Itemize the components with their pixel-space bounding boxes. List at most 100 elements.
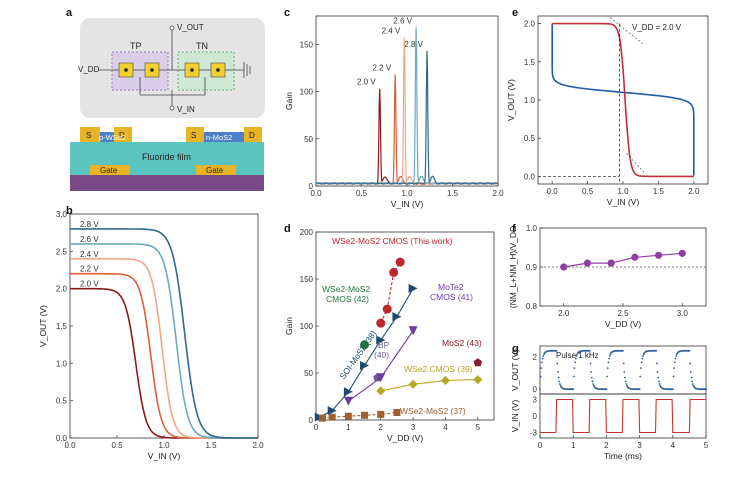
b-ytick-label: 3.0 <box>56 210 68 219</box>
f-point <box>678 249 686 257</box>
e-ytick-label: 1.0 <box>524 96 536 105</box>
e-ytick-label: 0.5 <box>524 134 536 143</box>
chart-f-noise-margin: 2.0 2.5 3.0 0.8 0.9 1.0 V_DD (V) (NM_L+NM_H)/V_… <box>508 224 707 329</box>
d-xlabel: V_DD (V) <box>387 433 424 443</box>
drain-contact-2 <box>244 127 262 142</box>
vout-label: V_OUT <box>177 23 204 32</box>
d-point <box>440 376 450 386</box>
c-xtick-label: 2.0 <box>492 189 504 198</box>
g-ylabel-top: V_OUT (V) <box>510 349 520 391</box>
p-wse2-text: p-WSe2 <box>99 133 126 142</box>
g-xlabel: Time (ms) <box>604 451 642 461</box>
d-label-42a: WSe2-MoS2 <box>322 284 370 294</box>
f-ytick-label: 0.9 <box>526 263 538 272</box>
d-point <box>395 257 405 267</box>
d-point <box>382 304 392 314</box>
d-xtick-label: 3 <box>411 423 416 432</box>
d-label-bp-b: (40) <box>374 350 389 360</box>
g-ytick-top-label: 2 <box>533 353 538 362</box>
d-point <box>376 318 386 328</box>
d-axes-frame <box>315 231 495 421</box>
gate1-text: Gate <box>100 166 118 175</box>
panel-label-c: c <box>284 7 290 19</box>
s2-text: S <box>191 131 196 140</box>
e-tangent-top <box>610 17 645 46</box>
d-point <box>318 414 326 422</box>
e-annotation: V_DD = 2.0 V <box>632 23 682 32</box>
f-point <box>631 253 639 261</box>
p-wse2-channel <box>100 132 124 142</box>
e-xtick-label: 1.5 <box>653 187 665 196</box>
f-series-line <box>563 252 683 268</box>
ground-icon <box>243 62 251 78</box>
d-label-this-work: WSe2-MoS2 CMOS (This work) <box>332 236 453 246</box>
c-xtick-label: 0.0 <box>310 189 322 198</box>
b-xtick-label: 0.5 <box>111 441 123 450</box>
c-series-line <box>315 50 499 185</box>
b-ytick-label: 0.0 <box>56 434 68 443</box>
d-label-soi: SOI-MoS2 (38) <box>337 328 378 381</box>
f-ytick-label: 1.0 <box>526 224 538 233</box>
d-point <box>376 335 386 345</box>
d-point <box>328 413 336 421</box>
d2-text: D <box>249 131 255 140</box>
d-xtick-label: 0 <box>314 423 319 432</box>
g-annotation: Pulse 1 kHz <box>556 351 599 360</box>
d-point <box>377 410 385 418</box>
d-point <box>360 340 370 350</box>
e-xtick-label: 1.0 <box>617 187 629 196</box>
c-series-line <box>315 74 499 185</box>
n-mos2-text: n-MoS2 <box>206 133 232 142</box>
e-xtick-label: 0.5 <box>582 187 594 196</box>
c-xtick-label: 1.0 <box>401 189 413 198</box>
c-series-line <box>315 88 498 185</box>
chart-b-vtc: 0.0 0.5 1.0 1.5 2.0 0.0 0.5 1.0 1.5 2.0 2.5 3.0 V_IN… <box>38 210 264 461</box>
g-xtick-label: 3 <box>637 441 642 450</box>
panel-a: a TP TN V_DD V_OUT <box>66 7 265 191</box>
b-series-line <box>70 272 258 439</box>
b-series-label: 2.8 V <box>80 220 99 229</box>
d-ytick-label: 200 <box>300 228 314 237</box>
e-xtick-label: 0.0 <box>547 187 559 196</box>
d-label-42b: CMOS (42) <box>326 294 369 304</box>
f-point <box>654 251 663 259</box>
f-point <box>583 259 592 267</box>
b-xtick-label: 1.5 <box>205 441 217 450</box>
d-xtick-label: 2 <box>379 423 384 432</box>
d-ytick-label: 150 <box>300 275 314 284</box>
e-tangent-bottom <box>626 153 645 173</box>
g-ylabel-bottom: V_IN (V) <box>510 400 520 433</box>
d-label-37: WSe2-MoS2 (37) <box>400 406 466 416</box>
d-label-bp-a: BP <box>378 340 390 350</box>
d-point <box>343 387 353 397</box>
b-xtick-label: 2.0 <box>252 441 264 450</box>
panel-label-f: f <box>512 223 516 235</box>
d-series-line <box>380 261 401 324</box>
d-point <box>389 267 399 277</box>
e-ylabel: V_OUT (V) <box>506 79 516 121</box>
d-point <box>343 396 353 406</box>
g-xtick-label: 2 <box>604 441 609 450</box>
s1-text: S <box>86 131 91 140</box>
f-point <box>560 263 568 271</box>
f-xtick-label: 2.5 <box>617 309 629 318</box>
d-series-line <box>318 288 414 418</box>
n-mos2-channel <box>200 132 244 142</box>
b-xtick-label: 1.0 <box>158 441 170 450</box>
g-input-trace <box>540 398 706 434</box>
b-xlabel: V_IN (V) <box>148 451 181 461</box>
b-xtick-label: 0.0 <box>64 441 76 450</box>
chart-c-gain: 0.0 0.5 1.0 1.5 2.0 0 50 100 150 V_IN (V) Gain 2.0 … <box>284 15 504 209</box>
d-label-mote-b: CMOS (41) <box>430 292 473 302</box>
b-ytick-label: 0.5 <box>56 397 68 406</box>
gate2-text: Gate <box>206 166 224 175</box>
c-ytick-label: 100 <box>300 88 314 97</box>
c-series-label: 2.2 V <box>372 64 391 73</box>
d-label-mos2: MoS2 (43) <box>442 338 482 348</box>
gate-electrode-1 <box>90 165 130 175</box>
panel-label-g: g <box>512 343 519 355</box>
b-series-label: 2.0 V <box>80 280 99 289</box>
